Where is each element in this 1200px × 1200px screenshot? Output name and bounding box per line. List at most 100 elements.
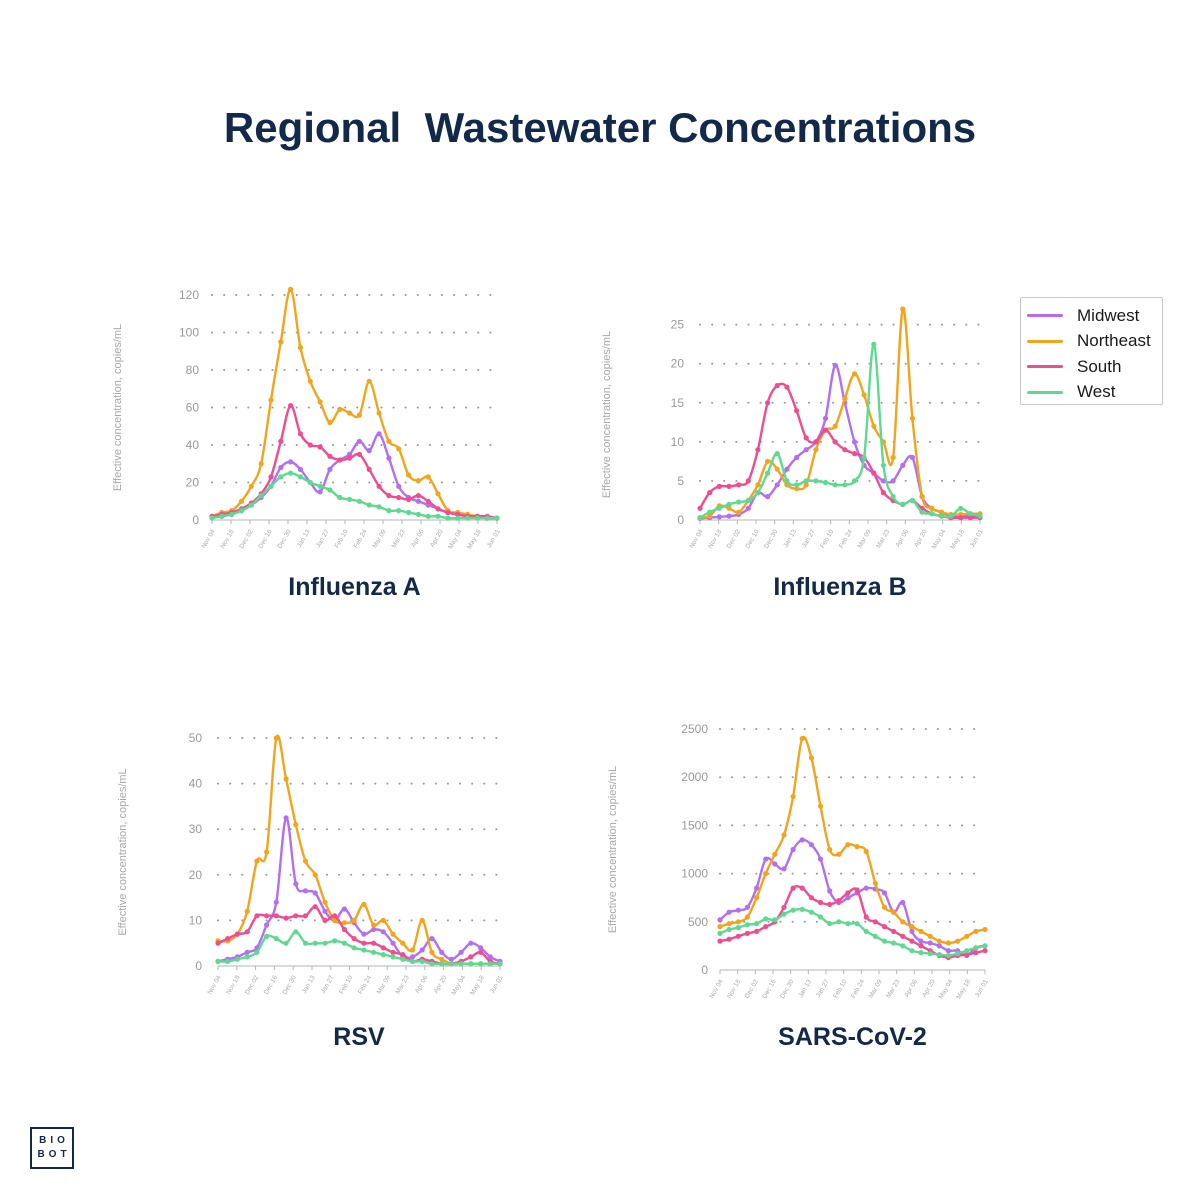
sars-cov-2-x-tick-label: Jan 13: [797, 978, 813, 999]
influenza-b-west-point: [929, 511, 935, 517]
influenza-b-west-point: [755, 490, 761, 496]
influenza-b-x-tick-label: Dec 30: [763, 528, 780, 550]
influenza-a-y-tick-label: 20: [186, 476, 200, 490]
influenza-a-y-tick-label: 100: [179, 326, 199, 340]
sars-cov-2-northeast-point: [763, 871, 769, 877]
rsv-south-point: [341, 926, 347, 933]
influenza-b-x-tick-label: Jun 01: [969, 528, 985, 549]
rsv-south-point: [244, 929, 250, 935]
rsv-y-tick-label: 30: [189, 822, 203, 836]
sars-cov-2-west-point: [891, 940, 897, 946]
rsv-northeast-point: [351, 917, 357, 924]
influenza-a-northeast-point: [288, 286, 294, 292]
sars-cov-2-midwest-point: [945, 948, 952, 954]
rsv-midwest-line: [216, 816, 502, 963]
influenza-a-northeast-line: [210, 288, 499, 520]
rsv-west-point: [283, 940, 289, 946]
rsv-west-point: [429, 961, 435, 967]
rsv-northeast-point: [293, 822, 299, 828]
influenza-b-midwest-point: [900, 462, 906, 468]
influenza-b-northeast-point: [909, 415, 916, 421]
influenza-a-northeast-point: [425, 474, 431, 480]
sars-cov-2-west-point: [808, 909, 815, 915]
sars-cov-2-west-point: [836, 919, 842, 925]
rsv-west-point: [312, 940, 318, 946]
logo-line-2: BOT: [37, 1149, 71, 1160]
rsv-south-point: [234, 931, 240, 937]
influenza-b-midwest-point: [745, 505, 751, 511]
sars-cov-2-northeast-point: [799, 736, 805, 742]
influenza-a-south-point: [347, 455, 353, 461]
sars-cov-2-chart-title: SARS-CoV-2: [778, 1023, 927, 1051]
sars-cov-2-west-point: [964, 948, 970, 954]
sars-cov-2-south-point: [717, 938, 723, 944]
rsv-y-tick-label: 50: [189, 731, 203, 745]
influenza-b-northeast-point: [938, 509, 945, 515]
influenza-b-northeast-point: [890, 454, 896, 461]
influenza-b-west-point: [880, 462, 887, 468]
influenza-b-west-point: [919, 509, 925, 515]
sars-cov-2-x-tick-label: Apr 20: [921, 978, 937, 998]
influenza-a-northeast-point: [268, 397, 274, 403]
legend-swatch-midwest: [1027, 314, 1063, 318]
rsv-west-point: [322, 940, 328, 946]
influenza-a-x-tick-label: Dec 30: [276, 528, 293, 550]
influenza-b-west-point: [842, 482, 848, 488]
influenza-a-south-point: [307, 442, 313, 448]
influenza-b-south-point: [958, 515, 964, 521]
sars-cov-2-west-point: [955, 951, 961, 957]
sars-cov-2-northeast-point: [955, 938, 961, 944]
rsv-midwest-point: [371, 926, 377, 933]
influenza-a-west-point: [229, 511, 235, 517]
rsv-west-point: [439, 961, 445, 967]
influenza-a-northeast-point: [278, 339, 284, 345]
rsv-west-point: [234, 956, 240, 962]
sars-cov-2-south-point: [817, 899, 824, 906]
sars-cov-2-south-point: [964, 952, 970, 958]
rsv-south-point: [390, 949, 396, 955]
influenza-b-midwest-point: [784, 466, 790, 472]
influenza-a-chart-title: Influenza A: [288, 573, 420, 601]
influenza-b-chart-title: Influenza B: [773, 573, 906, 601]
influenza-b-northeast-point: [900, 306, 906, 312]
influenza-b-south-point: [736, 482, 742, 488]
sars-cov-2-northeast-point: [936, 938, 942, 944]
influenza-a-northeast-point: [258, 461, 264, 467]
influenza-a-northeast-point: [297, 344, 303, 351]
sars-cov-2-x-tick-label: Feb 10: [832, 978, 848, 999]
rsv-x-tick-label: Nov 04: [206, 974, 223, 996]
rsv-south-point: [361, 940, 367, 946]
legend-swatch-west: [1027, 390, 1063, 394]
influenza-b-west-point: [726, 501, 732, 507]
influenza-b-x-tick-label: May 04: [931, 528, 948, 550]
influenza-b-northeast-point: [919, 494, 925, 500]
sars-cov-2-northeast-point: [790, 793, 796, 800]
sars-cov-2-west-point: [863, 928, 869, 935]
sars-cov-2-northeast-point: [872, 880, 878, 886]
influenza-a-west-point: [327, 487, 333, 493]
legend-item-west: West: [1027, 380, 1162, 406]
influenza-a-west-point: [435, 513, 441, 519]
sars-cov-2-south-point: [845, 890, 851, 896]
rsv-south-point: [254, 913, 260, 919]
rsv-x-tick-label: Feb 10: [338, 974, 354, 995]
sars-cov-2-x-tick-label: Jun 01: [974, 978, 990, 999]
influenza-a-west-point: [278, 474, 284, 480]
influenza-b-west-point: [822, 479, 829, 486]
sars-cov-2-south-point: [900, 933, 906, 939]
rsv-midwest-point: [448, 956, 454, 962]
sars-cov-2-northeast-point: [900, 919, 906, 925]
influenza-a-midwest-point: [396, 483, 402, 489]
sars-cov-2-x-tick-label: May 18: [955, 978, 972, 1000]
rsv-midwest-point: [322, 908, 328, 914]
influenza-a-northeast-point: [376, 410, 382, 416]
rsv-midwest-point: [468, 940, 474, 946]
influenza-b-midwest-point: [803, 447, 809, 453]
influenza-b-west-point: [890, 494, 896, 500]
influenza-a-west-point: [347, 496, 353, 502]
influenza-a-x-tick-label: Dec 16: [257, 528, 274, 550]
rsv-x-tick-label: Feb 24: [357, 974, 373, 995]
rsv-west-point: [419, 958, 425, 965]
sars-cov-2-south-point: [918, 943, 924, 949]
influenza-b-midwest-point: [726, 513, 732, 519]
